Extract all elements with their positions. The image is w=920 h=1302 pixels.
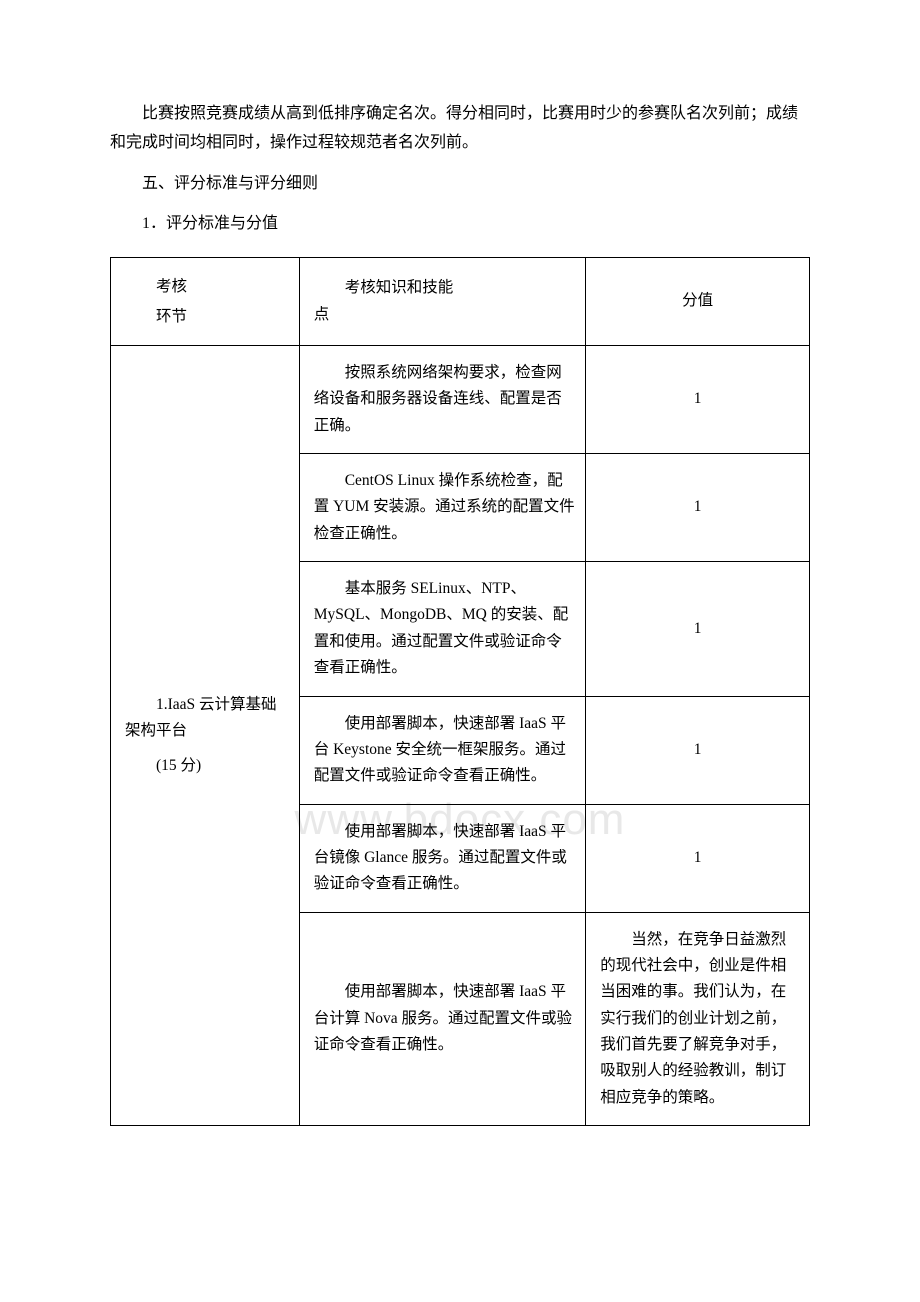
skill-text: 使用部署脚本，快速部署 IaaS 平台镜像 Glance 服务。通过配置文件或验… xyxy=(314,819,576,898)
skill-cell: CentOS Linux 操作系统检查，配置 YUM 安装源。通过系统的配置文件… xyxy=(299,454,586,562)
header-col-section: 考核 环节 xyxy=(111,258,300,346)
intro-paragraph: 比赛按照竞赛成绩从高到低排序确定名次。得分相同时，比赛用时少的参赛队名次列前；成… xyxy=(110,100,810,158)
section-title-line3: (15 分) xyxy=(125,753,289,779)
score-cell: 1 xyxy=(586,346,810,454)
header-col1-line1: 考核 xyxy=(125,272,289,301)
skill-cell: 使用部署脚本，快速部署 IaaS 平台镜像 Glance 服务。通过配置文件或验… xyxy=(299,804,586,912)
header-col1-line2: 环节 xyxy=(125,302,289,331)
section-cell: 1.IaaS 云计算基础 架构平台 (15 分) xyxy=(111,346,300,1126)
score-cell: 1 xyxy=(586,454,810,562)
skill-cell: 使用部署脚本，快速部署 IaaS 平台计算 Nova 服务。通过配置文件或验证命… xyxy=(299,912,586,1125)
header-col-skill: 考核知识和技能 点 xyxy=(299,258,586,346)
scoring-table: 考核 环节 考核知识和技能 点 分值 1.IaaS 云计算基础 架构平台 (15… xyxy=(110,257,810,1126)
sub-title: 1．评分标准与分值 xyxy=(110,210,810,239)
skill-cell: 按照系统网络架构要求，检查网络设备和服务器设备连线、配置是否正确。 xyxy=(299,346,586,454)
section-title-line2: 架构平台 xyxy=(125,722,187,739)
score-cell: 1 xyxy=(586,804,810,912)
skill-text: 使用部署脚本，快速部署 IaaS 平台计算 Nova 服务。通过配置文件或验证命… xyxy=(314,979,576,1058)
table-header-row: 考核 环节 考核知识和技能 点 分值 xyxy=(111,258,810,346)
score-cell: 当然，在竞争日益激烈的现代社会中，创业是件相当困难的事。我们认为，在实行我们的创… xyxy=(586,912,810,1125)
skill-text: 基本服务 SELinux、NTP、MySQL、MongoDB、MQ 的安装、配置… xyxy=(314,576,576,681)
skill-cell: 使用部署脚本，快速部署 IaaS 平台 Keystone 安全统一框架服务。通过… xyxy=(299,696,586,804)
skill-text: 按照系统网络架构要求，检查网络设备和服务器设备连线、配置是否正确。 xyxy=(314,360,576,439)
skill-text: CentOS Linux 操作系统检查，配置 YUM 安装源。通过系统的配置文件… xyxy=(314,468,576,547)
section-title: 五、评分标准与评分细则 xyxy=(110,170,810,199)
score-text: 当然，在竞争日益激烈的现代社会中，创业是件相当困难的事。我们认为，在实行我们的创… xyxy=(600,927,795,1111)
score-cell: 1 xyxy=(586,562,810,696)
section-title-line1: 1.IaaS 云计算基础 xyxy=(125,692,289,718)
skill-cell: 基本服务 SELinux、NTP、MySQL、MongoDB、MQ 的安装、配置… xyxy=(299,562,586,696)
skill-text: 使用部署脚本，快速部署 IaaS 平台 Keystone 安全统一框架服务。通过… xyxy=(314,711,576,790)
header-col2-line2: 点 xyxy=(314,306,330,323)
header-col-score: 分值 xyxy=(586,258,810,346)
document-page: www.bdocx.com 比赛按照竞赛成绩从高到低排序确定名次。得分相同时，比… xyxy=(110,100,810,1126)
header-col2-line1: 考核知识和技能 xyxy=(314,275,576,301)
table-row: 1.IaaS 云计算基础 架构平台 (15 分) 按照系统网络架构要求，检查网络… xyxy=(111,346,810,454)
score-cell: 1 xyxy=(586,696,810,804)
